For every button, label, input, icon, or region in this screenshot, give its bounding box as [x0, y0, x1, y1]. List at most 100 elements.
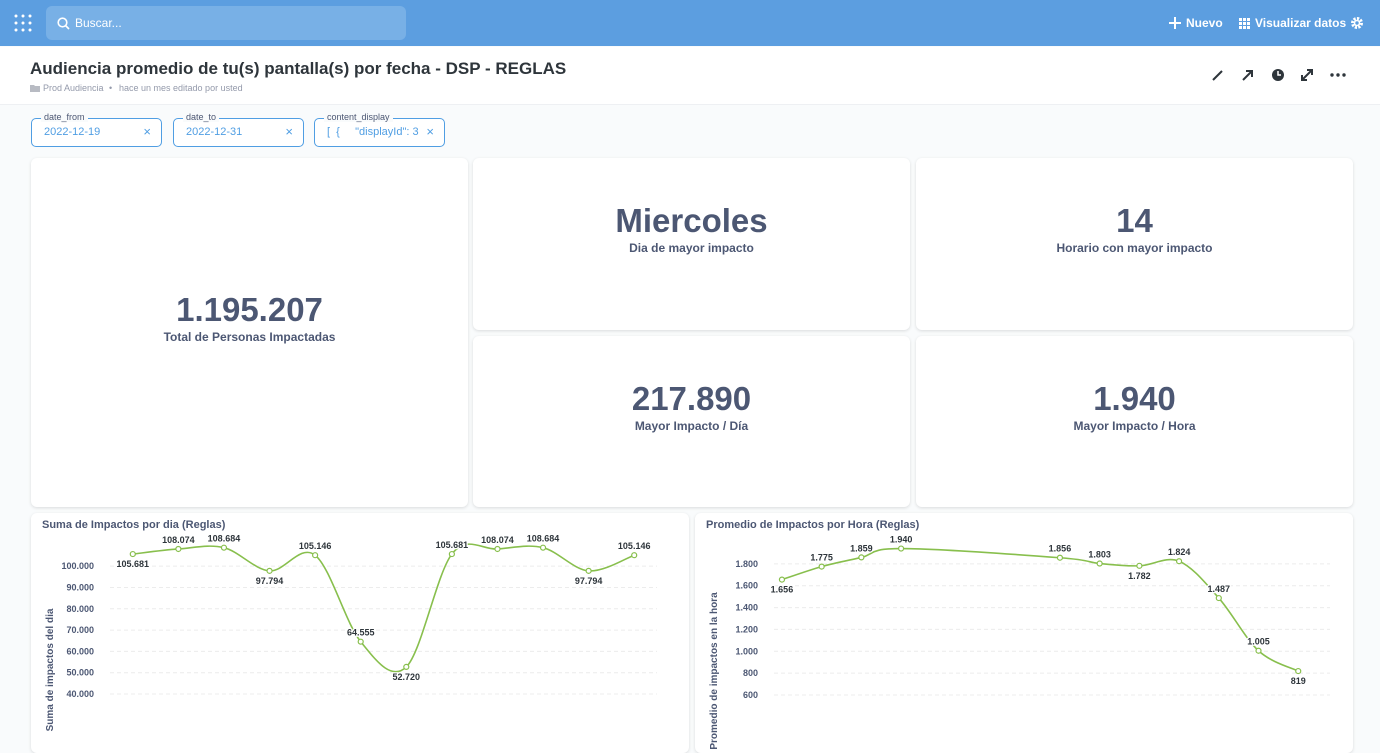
data-point	[631, 552, 638, 559]
data-point	[1295, 667, 1302, 675]
data-point	[1255, 647, 1262, 654]
y-axis-label: Promedio de impactos en la hora	[709, 592, 720, 750]
data-point	[1096, 560, 1103, 567]
data-label: 108.684	[527, 534, 560, 544]
y-tick-label: 600	[743, 690, 758, 700]
scalar-label: Mayor Impacto / Día	[634, 418, 749, 433]
search-box[interactable]: Buscar...	[46, 6, 406, 40]
header-actions[interactable]	[1210, 67, 1350, 83]
scalar-card: 1.940 Mayor Impacto / Hora	[916, 336, 1353, 507]
data-label: 1.775	[810, 553, 833, 563]
data-label: 1.859	[850, 543, 873, 553]
y-tick-label: 70.000	[66, 625, 94, 635]
y-tick-label: 1.400	[735, 603, 758, 613]
scalar-value: Miercoles	[615, 202, 768, 239]
y-tick-label: 1.600	[735, 581, 758, 591]
data-label: 819	[1291, 676, 1306, 686]
data-label: 1.940	[890, 535, 913, 545]
dashboard-title: Audiencia promedio de tu(s) pantalla(s) …	[30, 59, 567, 78]
data-point	[220, 544, 228, 551]
scalar-card: 1.195.207 Total de Personas Impactadas	[31, 158, 468, 507]
scalar-value: 1.195.207	[176, 290, 323, 328]
data-point	[448, 550, 455, 558]
data-label: 1.487	[1208, 584, 1231, 594]
data-point	[778, 576, 786, 583]
filter-widget[interactable]: date_to 2022-12-31 ×	[173, 112, 304, 147]
y-tick-label: 100.000	[61, 561, 94, 571]
separator: •	[109, 83, 113, 93]
y-tick-label: 1.800	[735, 559, 758, 569]
data-point	[585, 567, 592, 574]
filter-clear[interactable]: ×	[426, 124, 434, 139]
data-label: 52.720	[393, 672, 421, 682]
data-label: 1.656	[771, 585, 794, 595]
filter-label: content_display	[324, 112, 393, 122]
folder-icon	[30, 85, 40, 92]
search-placeholder: Buscar...	[75, 16, 122, 30]
y-tick-label: 1.000	[735, 646, 758, 656]
y-tick-label: 800	[743, 668, 758, 678]
dashboard-header: Audiencia promedio de tu(s) pantalla(s) …	[0, 47, 1380, 105]
filter-label: date_from	[41, 112, 88, 122]
edit-info: hace un mes editado por usted	[119, 83, 243, 93]
data-label: 105.146	[618, 541, 651, 551]
data-point	[1056, 554, 1064, 561]
data-point	[494, 545, 501, 553]
filter-clear[interactable]: ×	[285, 124, 293, 139]
collection-link[interactable]: Prod Audiencia	[43, 83, 104, 93]
data-point	[1215, 594, 1222, 602]
y-tick-label: 90.000	[66, 582, 94, 592]
data-point	[357, 638, 364, 645]
scalar-value: 217.890	[631, 379, 752, 417]
data-label: 108.074	[162, 535, 195, 545]
chart-card: Suma de Impactos por dia (Reglas) 40.000 5…	[31, 513, 689, 753]
scalar-label: Horario con mayor impacto	[1056, 241, 1213, 255]
filter-widget[interactable]: date_from 2022-12-19 ×	[31, 112, 162, 147]
data-point	[1175, 558, 1183, 565]
y-tick-label: 50.000	[66, 668, 94, 678]
data-point	[129, 550, 136, 558]
scalar-card: Miercoles Dia de mayor impacto	[473, 158, 910, 330]
scalar-label: Mayor Impacto / Hora	[1073, 418, 1196, 433]
chart-title: Promedio de Impactos por Hora (Reglas)	[706, 519, 920, 531]
line-chart: Promedio de Impactos por Hora (Reglas) 60…	[706, 519, 1330, 750]
scalar-value: 14	[1116, 202, 1153, 239]
data-point	[175, 545, 182, 553]
chart-card: Promedio de Impactos por Hora (Reglas) 60…	[695, 513, 1353, 753]
data-label: 108.074	[481, 535, 514, 545]
data-label: 105.681	[117, 559, 150, 569]
data-label: 1.803	[1088, 550, 1111, 560]
filter-widget[interactable]: content_display [ { "displayId": 3 ×	[314, 112, 445, 147]
data-label: 1.824	[1168, 547, 1191, 557]
data-point	[1136, 562, 1143, 569]
y-tick-label: 60.000	[66, 646, 94, 656]
scalar-card: 14 Horario con mayor impacto	[916, 158, 1353, 330]
new-button[interactable]: Nuevo	[1186, 16, 1223, 30]
data-point	[858, 554, 865, 561]
data-point	[539, 544, 547, 551]
browse-button[interactable]: Visualizar datos	[1255, 16, 1347, 30]
y-tick-label: 80.000	[66, 604, 94, 614]
logo[interactable]	[13, 13, 33, 33]
data-point	[818, 563, 825, 570]
filter-clear[interactable]: ×	[143, 124, 151, 139]
filter-label: date_to	[183, 112, 220, 122]
scalar-value: 1.940	[1093, 379, 1176, 417]
line-series	[781, 547, 1299, 672]
data-point	[403, 663, 410, 670]
y-tick-label: 40.000	[66, 689, 94, 699]
y-axis-label: Suma de impactos del dia	[45, 608, 56, 731]
line-series	[132, 543, 635, 673]
data-label: 1.856	[1049, 544, 1072, 554]
scalar-label: Total de Personas Impactadas	[163, 329, 336, 344]
filter-value: 2022-12-31	[186, 126, 243, 138]
filter-value: [ { "displayId": 3	[327, 126, 419, 138]
scalar-label: Dia de mayor impacto	[629, 241, 754, 255]
data-label: 1.782	[1128, 571, 1151, 581]
data-label: 105.681	[436, 540, 469, 550]
y-tick-label: 1.200	[735, 624, 758, 634]
settings-icon[interactable]	[1350, 16, 1364, 30]
browse-icon	[1239, 18, 1250, 29]
data-point	[897, 545, 905, 552]
